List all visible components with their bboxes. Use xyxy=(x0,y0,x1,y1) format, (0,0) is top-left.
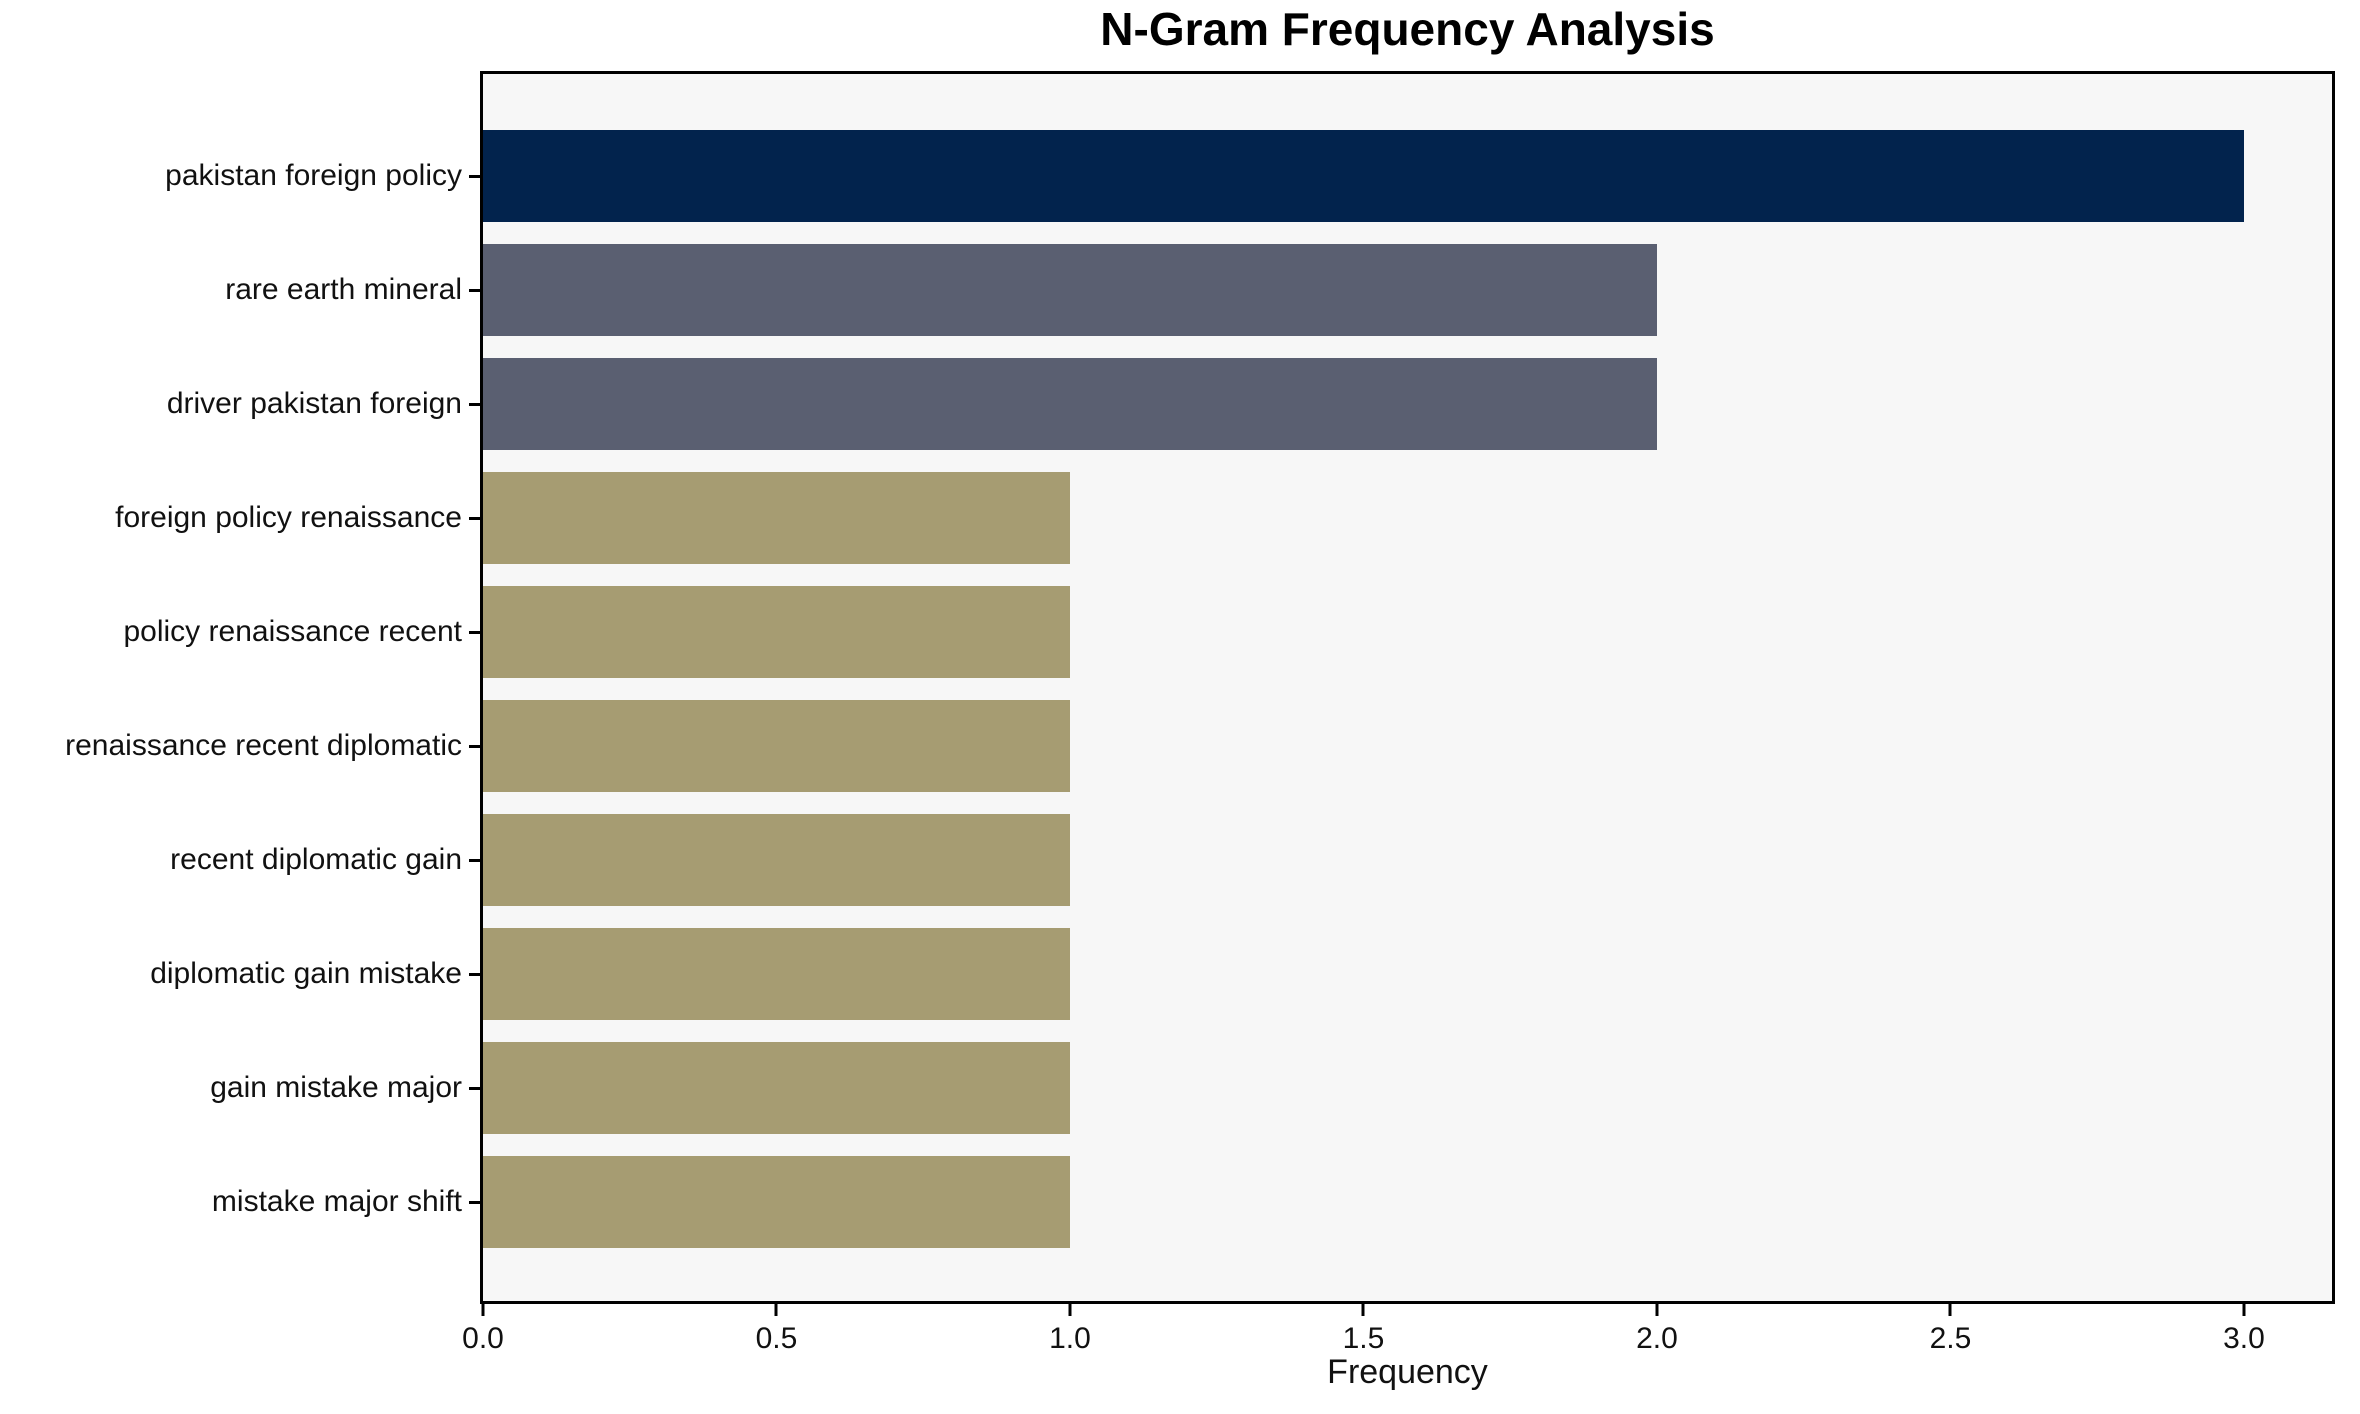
y-axis-category-label: gain mistake major xyxy=(210,1071,462,1104)
x-axis-label: Frequency xyxy=(1327,1353,1488,1391)
y-axis-category-label: driver pakistan foreign xyxy=(166,387,462,420)
y-tick-mark xyxy=(469,630,480,634)
bar xyxy=(483,586,1070,678)
y-tick-mark xyxy=(469,288,480,292)
x-tick-mark xyxy=(2242,1304,2246,1316)
bar xyxy=(483,130,2244,222)
plot-area xyxy=(480,71,2335,1304)
bar xyxy=(483,358,1657,450)
x-tick-mark xyxy=(481,1304,485,1316)
y-tick-mark xyxy=(469,1200,480,1204)
bar xyxy=(483,1156,1070,1248)
y-tick-mark xyxy=(469,402,480,406)
y-tick-mark xyxy=(469,516,480,520)
x-tick-label: 3.0 xyxy=(2223,1322,2265,1355)
y-tick-mark xyxy=(469,972,480,976)
bar xyxy=(483,700,1070,792)
x-tick-mark xyxy=(1948,1304,1952,1316)
y-axis-category-label: mistake major shift xyxy=(211,1185,462,1218)
y-tick-mark xyxy=(469,1086,480,1090)
y-axis-category-label: recent diplomatic gain xyxy=(170,843,462,876)
x-tick-mark xyxy=(1068,1304,1072,1316)
y-axis-category-label: rare earth mineral xyxy=(225,273,462,306)
y-axis-category-label: policy renaissance recent xyxy=(123,615,462,648)
x-tick-label: 1.5 xyxy=(1342,1322,1385,1355)
y-axis-category-label: pakistan foreign policy xyxy=(165,159,462,192)
x-tick-label: 0.0 xyxy=(462,1322,504,1355)
x-tick-mark xyxy=(774,1304,778,1316)
y-axis-category-label: diplomatic gain mistake xyxy=(150,957,462,990)
chart-title: N-Gram Frequency Analysis xyxy=(1100,3,1715,55)
bar xyxy=(483,1042,1070,1134)
x-tick-label: 2.0 xyxy=(1636,1322,1678,1355)
x-tick-label: 1.0 xyxy=(1049,1322,1091,1355)
y-tick-mark xyxy=(469,744,480,748)
x-tick-mark xyxy=(1655,1304,1659,1316)
y-axis-category-label: renaissance recent diplomatic xyxy=(65,729,462,762)
x-tick-label: 2.5 xyxy=(1929,1322,1972,1355)
x-tick-label: 0.5 xyxy=(755,1322,798,1355)
bar xyxy=(483,928,1070,1020)
x-tick-mark xyxy=(1361,1304,1365,1316)
bar xyxy=(483,244,1657,336)
bar xyxy=(483,472,1070,564)
y-axis-category-label: foreign policy renaissance xyxy=(115,501,462,534)
bar xyxy=(483,814,1070,906)
y-tick-mark xyxy=(469,174,480,178)
y-tick-mark xyxy=(469,858,480,862)
